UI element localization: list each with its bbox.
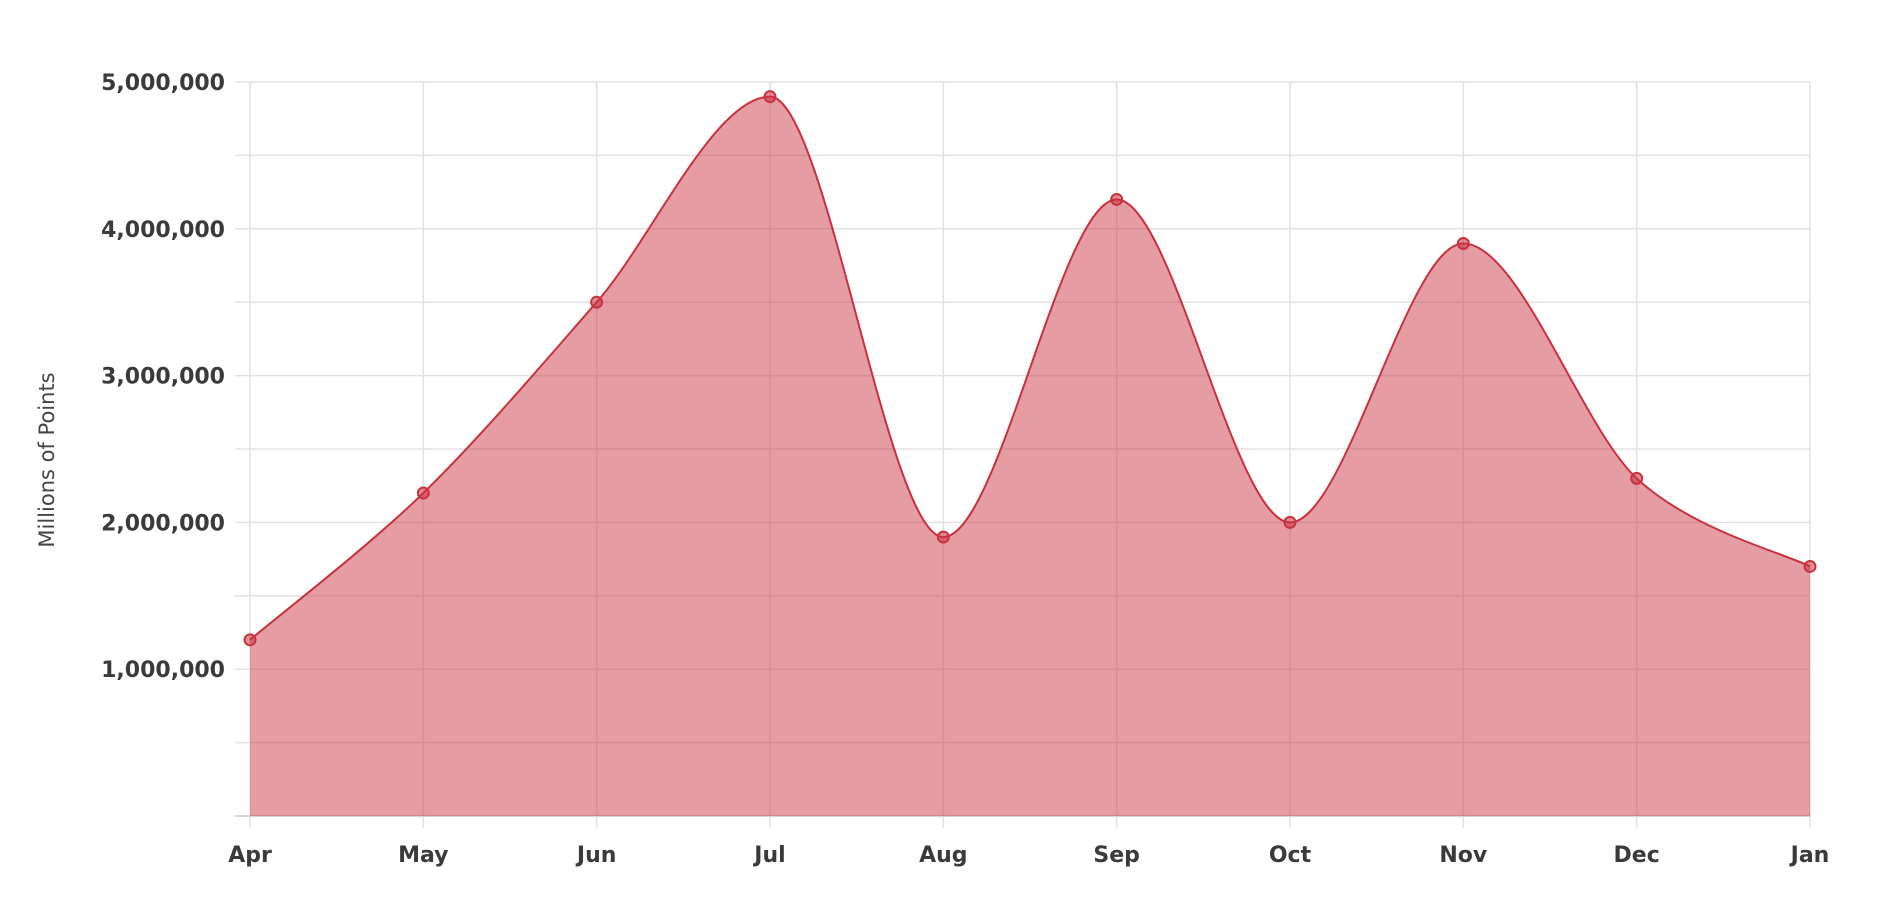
y-axis-title: Millions of Points: [35, 372, 59, 547]
y-tick-label: 3,000,000: [101, 365, 225, 390]
y-tick-label: 5,000,000: [101, 71, 225, 96]
x-tick-label-may: May: [398, 843, 448, 868]
series-area-fill: [250, 96, 1810, 817]
x-tick-label-dec: Dec: [1614, 843, 1660, 868]
data-point-oct[interactable]: [1283, 515, 1297, 529]
data-point-jul[interactable]: [763, 90, 777, 104]
y-tick-label: 4,000,000: [101, 218, 225, 243]
x-tick-label-sep: Sep: [1093, 843, 1140, 868]
x-axis: Apr May Jun Jul Aug Sep Oct Nov Dec Jan: [228, 843, 1829, 868]
x-tick-label-nov: Nov: [1439, 843, 1488, 868]
data-point-aug[interactable]: [936, 530, 950, 544]
x-tick-label-jul: Jul: [752, 843, 785, 868]
y-tick-label: 1,000,000: [101, 658, 225, 683]
data-point-nov[interactable]: [1456, 236, 1470, 250]
x-tick-label-oct: Oct: [1269, 843, 1312, 868]
grid: [235, 81, 1811, 828]
data-point-apr[interactable]: [243, 633, 257, 647]
data-point-may[interactable]: [416, 486, 430, 500]
data-point-jun[interactable]: [590, 295, 604, 309]
x-tick-label-jun: Jun: [575, 843, 617, 868]
series-line: [249, 95, 1811, 641]
x-tick-label-apr: Apr: [228, 843, 272, 868]
data-point-sep[interactable]: [1110, 192, 1124, 206]
y-tick-label: 2,000,000: [101, 511, 225, 536]
data-points: [243, 90, 1817, 647]
x-tick-label-aug: Aug: [919, 843, 967, 868]
x-tick-label-jan: Jan: [1789, 843, 1830, 868]
y-axis: 1,000,000 2,000,000 3,000,000 4,000,000 5,00…: [101, 71, 225, 683]
data-point-jan[interactable]: [1803, 559, 1817, 573]
data-point-dec[interactable]: [1630, 471, 1644, 485]
series-area: [249, 95, 1811, 817]
